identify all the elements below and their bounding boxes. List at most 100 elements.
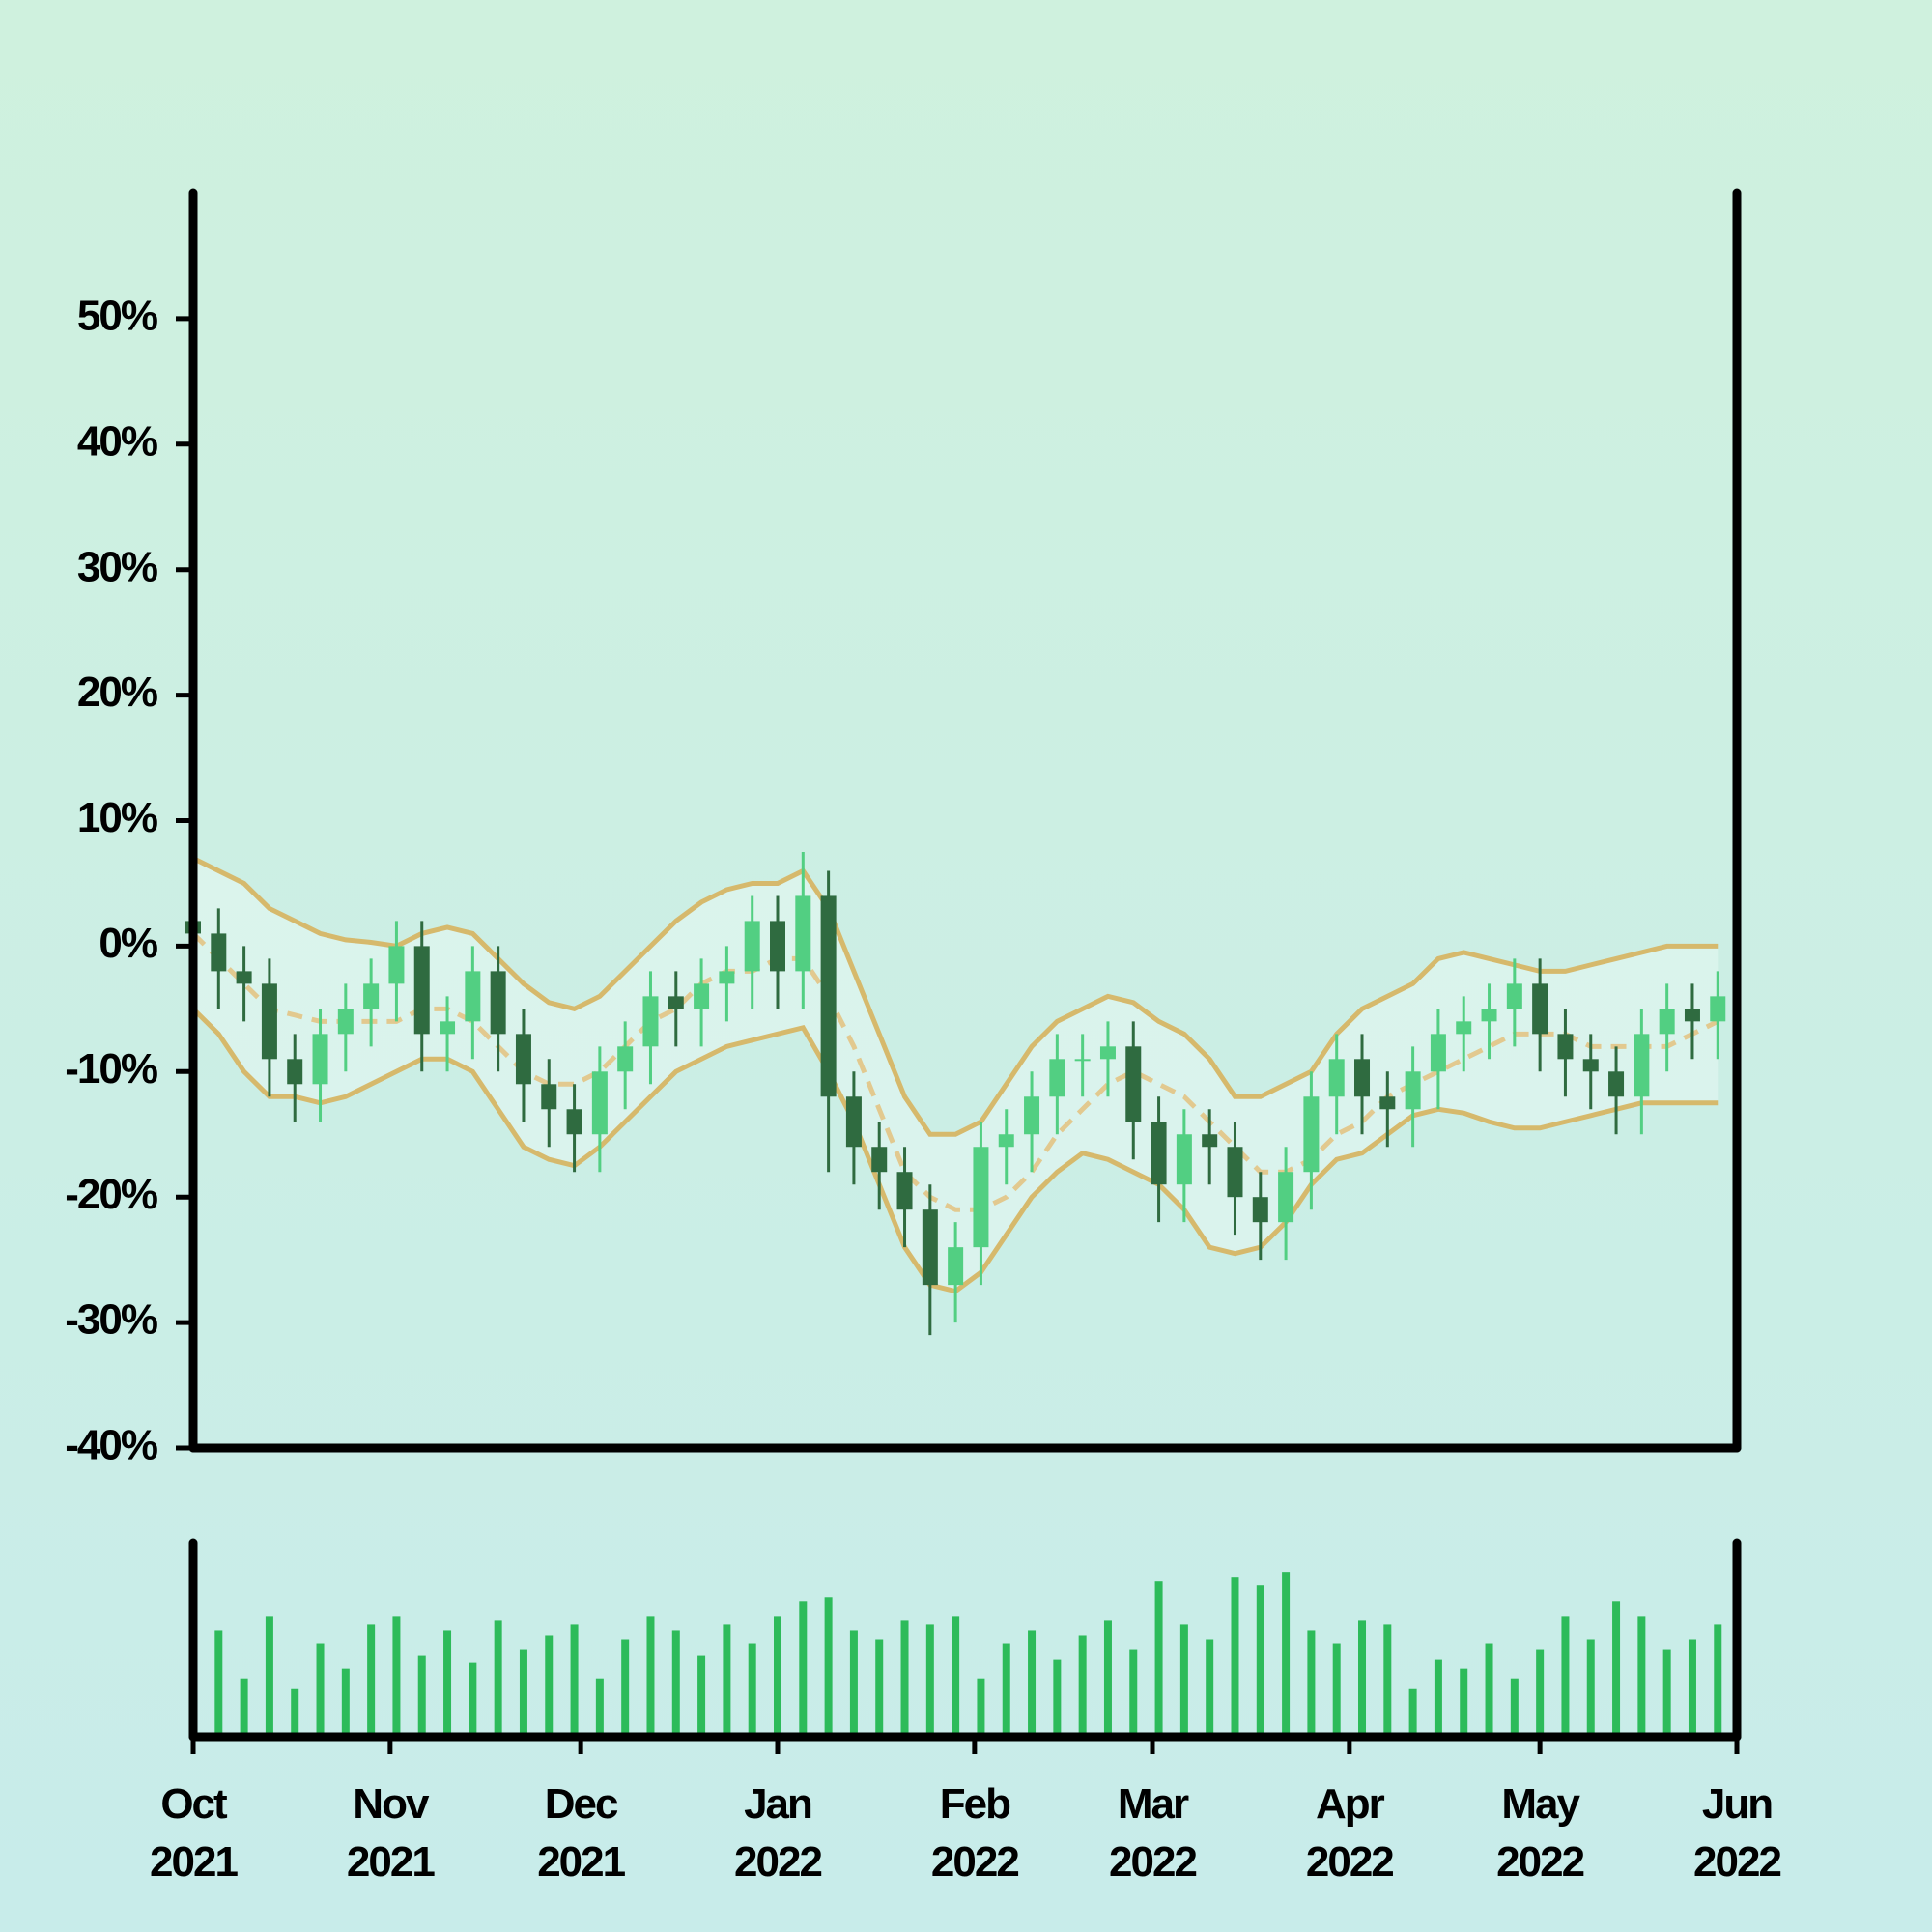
volume-bar xyxy=(799,1601,808,1737)
candle-body xyxy=(845,1096,862,1148)
candle-body xyxy=(1354,1059,1371,1097)
candle-body xyxy=(1582,1059,1599,1072)
candle-body xyxy=(694,983,710,1009)
volume-bar xyxy=(925,1624,934,1737)
candle-body xyxy=(1430,1034,1446,1072)
candle-body xyxy=(820,895,837,1097)
volume-bar xyxy=(519,1649,527,1737)
candle-body xyxy=(1405,1071,1421,1110)
volume-bar xyxy=(545,1635,554,1737)
volume-bar xyxy=(1129,1649,1138,1737)
volume-bar xyxy=(1154,1581,1163,1737)
volume-bar xyxy=(1485,1643,1493,1737)
volume-bar xyxy=(1586,1639,1595,1737)
volume-bar xyxy=(1307,1630,1316,1737)
candle-body xyxy=(515,1034,531,1085)
candle-body xyxy=(795,895,811,972)
volume-bar xyxy=(1383,1624,1392,1737)
y-tick-label: -20% xyxy=(65,1171,157,1218)
candle-body xyxy=(922,1209,938,1286)
volume-bar xyxy=(1662,1649,1671,1737)
candle-body xyxy=(668,996,684,1009)
x-tick-label: Dec 2021 xyxy=(537,1780,626,1886)
volume-bar xyxy=(1688,1639,1696,1737)
volume-bar xyxy=(341,1668,350,1737)
volume-bar xyxy=(265,1616,273,1737)
volume-bar xyxy=(1206,1639,1214,1737)
candle-body xyxy=(388,946,405,984)
volume-bar xyxy=(621,1639,630,1737)
volume-bar xyxy=(291,1688,299,1737)
band-upper xyxy=(191,856,1719,1137)
candle-body xyxy=(541,1084,557,1110)
volume-bar xyxy=(1282,1572,1291,1737)
x-tick-label: Jan 2022 xyxy=(734,1780,823,1886)
candle-body xyxy=(948,1247,964,1286)
volume-bar xyxy=(1612,1601,1621,1737)
x-tick-label: Feb 2022 xyxy=(930,1780,1020,1886)
candle-body xyxy=(744,921,760,972)
candle-body xyxy=(896,1172,913,1210)
candle-body xyxy=(642,996,659,1047)
x-tick-label: Oct 2021 xyxy=(150,1780,239,1886)
volume-bar xyxy=(646,1616,655,1737)
candle-body xyxy=(236,971,252,984)
y-tick-label: -40% xyxy=(65,1422,157,1469)
x-tick-label: May 2022 xyxy=(1496,1780,1585,1886)
candle-body xyxy=(719,971,735,984)
volume-bar xyxy=(1561,1616,1570,1737)
candle-body xyxy=(1608,1071,1625,1097)
volume-bar xyxy=(1179,1624,1188,1737)
volume-bar xyxy=(1510,1678,1519,1737)
candle-body xyxy=(490,971,506,1035)
candle-body xyxy=(413,946,430,1035)
candle-body xyxy=(998,1134,1014,1148)
candle-body xyxy=(973,1147,989,1248)
candle-body xyxy=(1456,1021,1472,1035)
candle-body xyxy=(1278,1172,1294,1223)
volume-bar xyxy=(316,1643,325,1737)
candle-body xyxy=(566,1109,582,1135)
volume-bar xyxy=(1103,1620,1112,1737)
candle-body xyxy=(1227,1147,1243,1198)
y-tick-label: 10% xyxy=(77,794,157,841)
volume-bar xyxy=(824,1597,833,1737)
volume-bar xyxy=(570,1624,579,1737)
candle-body xyxy=(440,1021,456,1035)
volume-bar xyxy=(1637,1616,1646,1737)
volume-bar xyxy=(494,1620,502,1737)
candle-body xyxy=(312,1034,328,1085)
candle-body xyxy=(1151,1122,1167,1185)
volume-bar xyxy=(1053,1659,1062,1737)
candle-body xyxy=(770,921,786,972)
volume-bar xyxy=(875,1639,884,1737)
volume-bar xyxy=(849,1630,858,1737)
x-tick-label: Jun 2022 xyxy=(1693,1780,1782,1886)
candle-body xyxy=(1328,1059,1345,1097)
candle-body xyxy=(1125,1046,1142,1122)
volume-bar xyxy=(1714,1624,1722,1737)
candle-body xyxy=(1024,1096,1040,1135)
y-tick-label: 50% xyxy=(77,293,157,340)
candle-body xyxy=(287,1059,303,1085)
volume-bar xyxy=(1408,1688,1417,1737)
x-tick-label: Mar 2022 xyxy=(1109,1780,1198,1886)
candle-body xyxy=(1176,1134,1192,1185)
volume-bar xyxy=(1231,1577,1239,1737)
candle-body xyxy=(1684,1009,1700,1022)
y-tick-label: -10% xyxy=(65,1045,157,1093)
candle-body xyxy=(363,983,380,1009)
volume-bar xyxy=(240,1678,248,1737)
candle-body xyxy=(1303,1096,1320,1173)
candle-body xyxy=(1481,1009,1497,1022)
volume-bar xyxy=(214,1630,223,1737)
volume-bar xyxy=(671,1630,680,1737)
volume-bar xyxy=(1002,1643,1010,1737)
volume-bar xyxy=(1460,1668,1468,1737)
volume-bar xyxy=(977,1678,985,1737)
candle-body xyxy=(337,1009,354,1035)
y-tick-label: 40% xyxy=(77,417,157,465)
x-tick-label: Nov 2021 xyxy=(346,1780,436,1886)
